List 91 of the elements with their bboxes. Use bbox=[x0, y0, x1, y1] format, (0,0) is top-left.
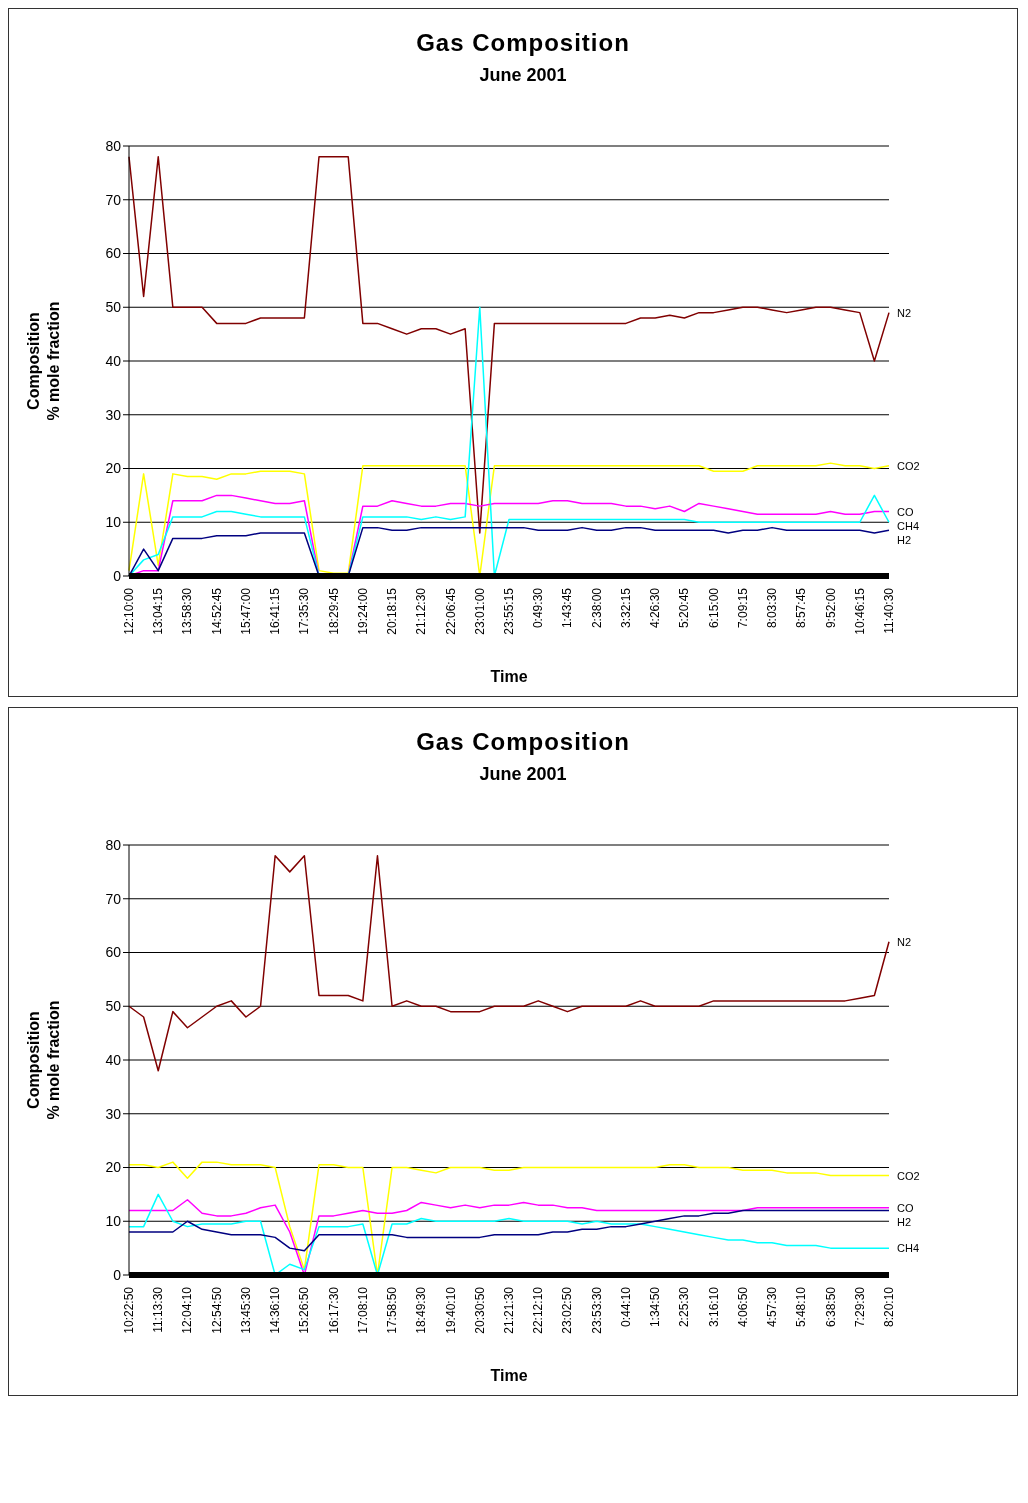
x-tick-label: 22:12:10 bbox=[531, 1286, 546, 1334]
x-tick-label: 17:58:50 bbox=[385, 1286, 400, 1334]
x-tick-label: 2:25:30 bbox=[677, 1286, 692, 1328]
y-axis-title: Composition % mole fraction bbox=[25, 1000, 62, 1120]
series-label: N2 bbox=[897, 935, 912, 948]
x-tick-label: 8:57:45 bbox=[794, 587, 809, 629]
x-tick-label: 21:21:30 bbox=[502, 1286, 516, 1334]
series-label: H2 bbox=[897, 1215, 912, 1228]
series-label: CH4 bbox=[897, 519, 920, 532]
series-label: CH4 bbox=[897, 1242, 920, 1255]
line-series bbox=[128, 526, 890, 576]
y-tick-label: 70 bbox=[105, 890, 122, 907]
x-tick-label: 13:04:15 bbox=[151, 587, 166, 635]
x-tick-label: 2:38:00 bbox=[589, 587, 604, 629]
x-tick-label: 1:43:45 bbox=[560, 587, 575, 629]
x-tick-label: 7:09:15 bbox=[735, 587, 750, 629]
y-tick-label: 40 bbox=[105, 1051, 122, 1068]
x-tick-label: 3:32:15 bbox=[618, 587, 633, 629]
chart-subtitle: June 2001 bbox=[478, 65, 568, 86]
x-tick-label: 23:55:15 bbox=[502, 587, 516, 635]
x-tick-label: 5:48:10 bbox=[794, 1286, 809, 1328]
x-tick-label: 23:01:00 bbox=[472, 587, 487, 635]
x-tick-label: 17:35:30 bbox=[297, 587, 312, 635]
y-tick-label: 10 bbox=[105, 1213, 122, 1230]
x-tick-label: 5:20:45 bbox=[677, 587, 692, 629]
x-tick-label: 16:41:15 bbox=[268, 587, 283, 635]
chart-title: Gas Composition bbox=[415, 29, 631, 57]
x-tick-label: 16:17:30 bbox=[326, 1286, 341, 1334]
y-tick-label: 30 bbox=[105, 406, 122, 423]
y-tick-label: 20 bbox=[105, 460, 122, 477]
y-tick-label: 80 bbox=[105, 137, 122, 154]
x-tick-label: 3:16:10 bbox=[706, 1286, 721, 1328]
x-tick-label: 23:53:30 bbox=[589, 1286, 604, 1334]
y-tick-label: 60 bbox=[105, 944, 122, 961]
x-tick-label: 4:57:30 bbox=[765, 1286, 780, 1328]
x-tick-label: 6:38:50 bbox=[823, 1286, 838, 1328]
x-tick-label: 0:44:10 bbox=[618, 1286, 633, 1328]
y-tick-label: 50 bbox=[105, 299, 122, 316]
x-tick-label: 7:29:30 bbox=[852, 1286, 867, 1328]
x-tick-label: 12:10:00 bbox=[122, 587, 136, 635]
x-tick-label: 21:12:30 bbox=[414, 587, 429, 635]
x-tick-label: 12:04:10 bbox=[180, 1286, 195, 1334]
y-tick-label: 50 bbox=[105, 998, 122, 1015]
series-label: CO2 bbox=[897, 1169, 920, 1182]
y-tick-label: 20 bbox=[105, 1159, 122, 1176]
x-tick-label: 23:02:50 bbox=[560, 1286, 575, 1334]
chart-title: Gas Composition bbox=[415, 728, 631, 756]
series-label: CO bbox=[897, 1201, 914, 1214]
series-label: N2 bbox=[897, 306, 912, 319]
x-tick-label: 20:18:15 bbox=[385, 587, 400, 635]
x-tick-label: 11:40:30 bbox=[882, 587, 896, 634]
x-tick-label: 8:03:30 bbox=[765, 587, 780, 629]
x-tick-label: 13:58:30 bbox=[180, 587, 195, 635]
x-tick-label: 0:49:30 bbox=[531, 587, 546, 629]
x-tick-label: 15:26:50 bbox=[297, 1286, 312, 1334]
x-axis-title: Time bbox=[490, 668, 528, 685]
y-tick-label: 0 bbox=[113, 1266, 122, 1283]
x-tick-label: 15:47:00 bbox=[238, 587, 253, 635]
y-tick-label: 80 bbox=[105, 836, 122, 853]
y-tick-label: 10 bbox=[105, 514, 122, 531]
x-tick-label: 1:34:50 bbox=[648, 1286, 663, 1328]
x-tick-label: 4:06:50 bbox=[735, 1286, 750, 1328]
x-axis-title: Time bbox=[490, 1367, 528, 1384]
x-tick-label: 17:08:10 bbox=[355, 1286, 370, 1334]
y-tick-label: 70 bbox=[105, 191, 122, 208]
x-tick-label: 10:46:15 bbox=[852, 587, 867, 635]
x-tick-label: 9:52:00 bbox=[823, 587, 838, 629]
chart-subtitle: June 2001 bbox=[478, 764, 568, 785]
x-tick-label: 18:29:45 bbox=[326, 587, 341, 635]
x-tick-label: 18:49:30 bbox=[414, 1286, 429, 1334]
y-tick-label: 60 bbox=[105, 245, 122, 262]
y-tick-label: 0 bbox=[113, 567, 122, 584]
x-tick-label: 8:20:10 bbox=[882, 1286, 896, 1328]
x-tick-label: 13:45:30 bbox=[238, 1286, 253, 1334]
y-tick-label: 30 bbox=[105, 1105, 122, 1122]
x-tick-label: 20:30:50 bbox=[472, 1286, 487, 1334]
x-tick-label: 19:24:00 bbox=[355, 587, 370, 635]
series-label: H2 bbox=[897, 533, 912, 546]
x-tick-label: 14:36:10 bbox=[268, 1286, 283, 1334]
x-tick-label: 6:15:00 bbox=[706, 587, 721, 629]
y-tick-label: 40 bbox=[105, 352, 122, 369]
y-axis-title: Composition % mole fraction bbox=[25, 301, 62, 421]
x-tick-label: 10:22:50 bbox=[122, 1286, 136, 1334]
x-tick-label: 12:54:50 bbox=[209, 1286, 224, 1334]
series-label: CO2 bbox=[897, 459, 920, 472]
x-tick-label: 4:26:30 bbox=[648, 587, 663, 629]
x-tick-label: 14:52:45 bbox=[209, 587, 224, 635]
x-tick-label: 19:40:10 bbox=[443, 1286, 458, 1334]
x-tick-label: 11:13:30 bbox=[151, 1286, 166, 1333]
x-tick-label: 22:06:45 bbox=[443, 587, 458, 635]
series-label: CO bbox=[897, 505, 914, 518]
